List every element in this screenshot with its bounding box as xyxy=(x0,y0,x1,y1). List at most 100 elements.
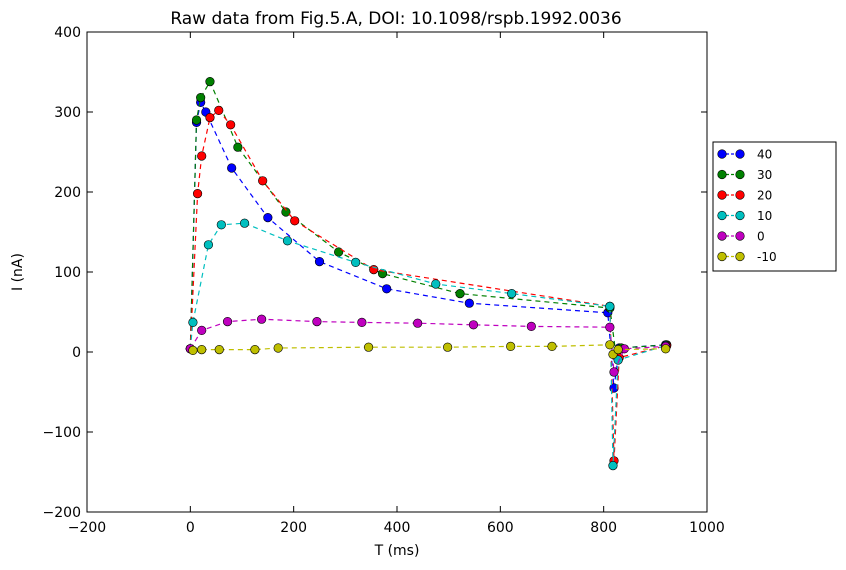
data-point xyxy=(258,176,268,186)
data-point xyxy=(222,317,233,327)
legend-entry: 40 xyxy=(717,148,772,162)
y-tick-label: −100 xyxy=(43,425,81,441)
data-point xyxy=(464,298,474,308)
legend: 40 30 20 10 0 -10 xyxy=(712,141,837,272)
series-line xyxy=(192,344,666,356)
x-tick-label: 800 xyxy=(590,520,617,536)
data-point xyxy=(609,367,619,377)
data-point xyxy=(357,317,367,328)
data-point xyxy=(443,342,453,352)
legend-label: 10 xyxy=(757,209,772,223)
legend-entry: -10 xyxy=(717,250,777,264)
chart-title: Raw data from Fig.5.A, DOI: 10.1098/rspb… xyxy=(170,9,621,29)
series-0 xyxy=(185,314,671,377)
legend-marker xyxy=(735,149,745,159)
data-point xyxy=(369,265,379,275)
data-point xyxy=(273,343,283,353)
data-point xyxy=(468,320,479,330)
data-point xyxy=(239,218,250,228)
x-tick-label: 400 xyxy=(384,520,411,536)
legend-marker xyxy=(717,210,727,221)
axis-ticks: −200 0 200 400 600 800 1000 −200 −100 0 100 200 300 4… xyxy=(43,25,725,536)
data-point xyxy=(507,289,517,299)
legend-label: 20 xyxy=(757,189,772,203)
legend-marker xyxy=(735,169,745,180)
data-point xyxy=(197,151,207,161)
data-point xyxy=(196,92,206,103)
data-point xyxy=(605,301,615,312)
legend-entry: 10 xyxy=(717,209,772,223)
data-point xyxy=(233,142,243,152)
data-point xyxy=(605,322,615,332)
series-line xyxy=(189,318,666,375)
series-20 xyxy=(185,105,672,466)
data-point xyxy=(605,340,615,350)
series-line xyxy=(189,222,666,466)
y-tick-label: 200 xyxy=(54,185,81,201)
data-point xyxy=(191,115,202,125)
data-point xyxy=(281,207,291,217)
data-point xyxy=(312,317,322,327)
y-tick-label: −200 xyxy=(43,505,81,521)
legend-label: 0 xyxy=(757,230,765,244)
y-tick-label: 100 xyxy=(54,265,81,281)
data-point xyxy=(216,220,226,230)
data-point xyxy=(197,345,207,355)
data-point xyxy=(613,345,623,355)
legend-marker xyxy=(717,190,727,200)
legend-label: -10 xyxy=(757,250,777,264)
data-point xyxy=(661,344,671,354)
data-point xyxy=(205,76,215,87)
y-tick-label: 400 xyxy=(54,25,81,41)
data-point xyxy=(263,213,273,223)
x-tick-label: 1000 xyxy=(689,520,725,536)
series-line xyxy=(189,109,667,461)
data-point xyxy=(431,279,441,289)
legend-marker xyxy=(717,149,727,159)
legend-frame xyxy=(712,141,837,272)
data-point xyxy=(197,325,207,336)
data-point xyxy=(547,341,557,352)
x-tick-label: 0 xyxy=(186,520,195,536)
y-tick-label: 300 xyxy=(54,105,81,121)
data-point xyxy=(334,247,344,257)
legend-label: 40 xyxy=(757,148,772,162)
legend-marker xyxy=(735,251,745,262)
data-point xyxy=(455,289,465,299)
data-point xyxy=(250,345,260,355)
legend-marker xyxy=(735,210,745,221)
data-point xyxy=(192,189,203,199)
data-point xyxy=(226,120,236,130)
x-tick-label: −200 xyxy=(68,520,106,536)
data-point xyxy=(257,314,267,324)
legend-marker xyxy=(735,190,745,200)
legend-marker xyxy=(717,231,727,241)
data-point xyxy=(214,105,224,115)
data-point xyxy=(314,257,325,267)
data-point xyxy=(214,345,224,355)
data-point xyxy=(526,321,536,332)
legend-label: 30 xyxy=(757,168,772,182)
data-point xyxy=(506,341,516,352)
data-point xyxy=(282,236,293,246)
data-point xyxy=(363,342,374,352)
y-tick-label: 0 xyxy=(72,345,81,361)
series--10 xyxy=(188,340,671,360)
data-point xyxy=(188,345,198,356)
series-10 xyxy=(185,218,671,471)
legend-marker xyxy=(717,169,727,180)
data-point xyxy=(188,317,198,328)
x-tick-label: 600 xyxy=(487,520,514,536)
y-axis-label: I (nA) xyxy=(10,253,26,291)
data-point xyxy=(205,112,215,123)
data-point xyxy=(203,240,214,250)
data-point xyxy=(227,163,237,173)
legend-entry: 30 xyxy=(717,168,772,182)
x-tick-label: 200 xyxy=(280,520,307,536)
data-point xyxy=(608,461,618,471)
data-point xyxy=(413,318,423,328)
data-point xyxy=(351,257,361,268)
series-line xyxy=(189,100,666,389)
data-point xyxy=(290,216,300,226)
legend-marker xyxy=(717,251,727,262)
